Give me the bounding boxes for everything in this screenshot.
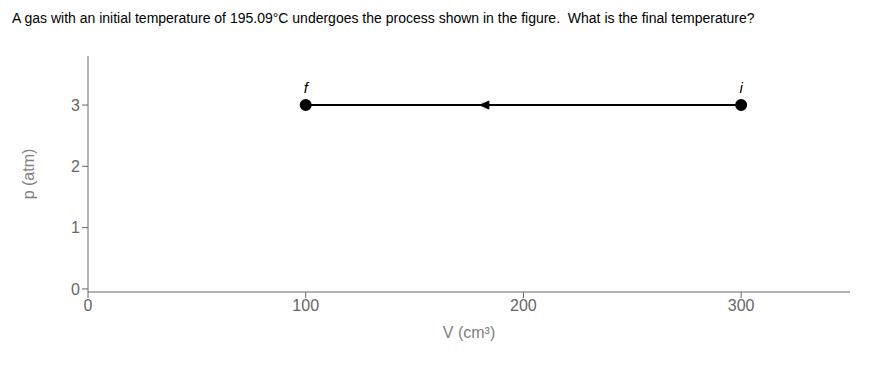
svg-text:i: i	[739, 79, 743, 96]
svg-text:3: 3	[71, 97, 80, 114]
svg-text:V (cm³): V (cm³)	[443, 324, 495, 341]
svg-text:300: 300	[728, 297, 755, 314]
html-text:A gas with an initial temperat: A gas with an initial temperature of 195…	[12, 10, 755, 26]
svg-text:f: f	[304, 79, 310, 96]
svg-text:1: 1	[71, 219, 80, 236]
svg-text:2: 2	[71, 158, 80, 175]
svg-text:200: 200	[510, 297, 537, 314]
svg-text:p (atm): p (atm)	[20, 149, 37, 200]
svg-text:0: 0	[71, 281, 80, 298]
svg-text:100: 100	[292, 297, 319, 314]
svg-text:0: 0	[84, 297, 93, 314]
